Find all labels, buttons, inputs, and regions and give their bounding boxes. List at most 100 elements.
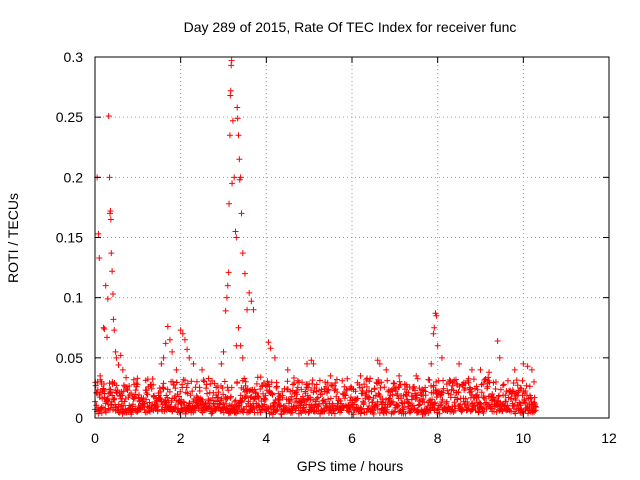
data-point xyxy=(429,396,436,403)
data-point xyxy=(432,400,439,407)
data-point xyxy=(238,210,245,217)
data-point xyxy=(469,406,476,413)
data-point xyxy=(92,382,99,389)
data-point xyxy=(324,387,331,394)
data-point xyxy=(455,389,462,396)
data-point xyxy=(486,401,493,408)
data-point xyxy=(97,372,104,379)
data-point xyxy=(186,399,193,406)
data-point xyxy=(220,348,227,355)
data-point xyxy=(234,115,241,122)
y-tick-label: 0.25 xyxy=(56,109,83,125)
data-point xyxy=(220,391,227,398)
data-point xyxy=(204,390,211,397)
data-point xyxy=(322,398,329,405)
data-point xyxy=(310,396,317,403)
data-point xyxy=(264,378,271,385)
data-point xyxy=(468,366,475,373)
data-point xyxy=(512,410,519,417)
data-point xyxy=(246,289,253,296)
data-point xyxy=(215,394,222,401)
x-tick-label: 0 xyxy=(91,430,99,446)
data-point xyxy=(356,381,363,388)
data-point xyxy=(415,402,422,409)
data-point xyxy=(287,396,294,403)
data-point xyxy=(186,354,193,361)
data-point xyxy=(413,372,420,379)
data-point xyxy=(524,363,531,370)
data-point xyxy=(368,388,375,395)
data-point xyxy=(452,376,459,383)
data-point xyxy=(245,398,252,405)
data-point xyxy=(499,407,506,414)
data-point xyxy=(531,394,538,401)
data-point xyxy=(179,381,186,388)
data-point xyxy=(396,372,403,379)
data-point xyxy=(228,384,235,391)
data-point xyxy=(324,379,331,386)
data-point xyxy=(301,407,308,414)
data-point xyxy=(454,396,461,403)
data-point xyxy=(181,336,188,343)
data-point xyxy=(388,387,395,394)
data-point xyxy=(134,375,141,382)
data-point xyxy=(313,381,320,388)
data-point xyxy=(104,395,111,402)
data-point xyxy=(321,408,328,415)
data-point xyxy=(471,402,478,409)
data-point xyxy=(229,180,236,187)
data-point xyxy=(104,295,111,302)
data-point xyxy=(346,405,353,412)
data-point xyxy=(233,234,240,241)
data-point xyxy=(408,396,415,403)
data-point xyxy=(241,270,248,277)
data-point xyxy=(226,200,233,207)
data-point xyxy=(164,323,171,330)
data-point xyxy=(237,342,244,349)
data-point xyxy=(405,399,412,406)
data-point xyxy=(218,360,225,367)
data-point xyxy=(519,377,526,384)
data-point xyxy=(162,340,169,347)
data-point xyxy=(359,387,366,394)
data-point xyxy=(343,387,350,394)
data-point xyxy=(106,174,113,181)
data-point xyxy=(227,394,234,401)
data-point xyxy=(109,291,116,298)
data-point xyxy=(465,379,472,386)
data-point xyxy=(531,378,538,385)
data-point xyxy=(390,398,397,405)
data-point xyxy=(462,395,469,402)
data-point xyxy=(379,395,386,402)
data-point xyxy=(119,366,126,373)
data-point xyxy=(143,396,150,403)
data-point xyxy=(181,377,188,384)
data-point xyxy=(107,216,114,223)
data-point xyxy=(449,382,456,389)
data-point xyxy=(248,394,255,401)
data-point xyxy=(148,385,155,392)
y-tick-label: 0.15 xyxy=(56,230,83,246)
data-point xyxy=(166,388,173,395)
data-point xyxy=(357,372,364,379)
data-point xyxy=(257,374,264,381)
data-point xyxy=(287,388,294,395)
data-point xyxy=(517,400,524,407)
y-tick-label: 0.2 xyxy=(64,169,84,185)
data-point xyxy=(480,410,487,417)
data-point xyxy=(339,377,346,384)
data-point xyxy=(261,395,268,402)
data-point xyxy=(492,378,499,385)
data-point xyxy=(428,360,435,367)
data-point xyxy=(143,387,150,394)
x-tick-label: 4 xyxy=(262,430,270,446)
data-point xyxy=(316,377,323,384)
data-point xyxy=(290,375,297,382)
data-point xyxy=(175,393,182,400)
data-point xyxy=(288,393,295,400)
data-point xyxy=(284,378,291,385)
data-point xyxy=(322,379,329,386)
x-tick-label: 2 xyxy=(177,430,185,446)
data-point xyxy=(343,386,350,393)
data-point xyxy=(388,400,395,407)
